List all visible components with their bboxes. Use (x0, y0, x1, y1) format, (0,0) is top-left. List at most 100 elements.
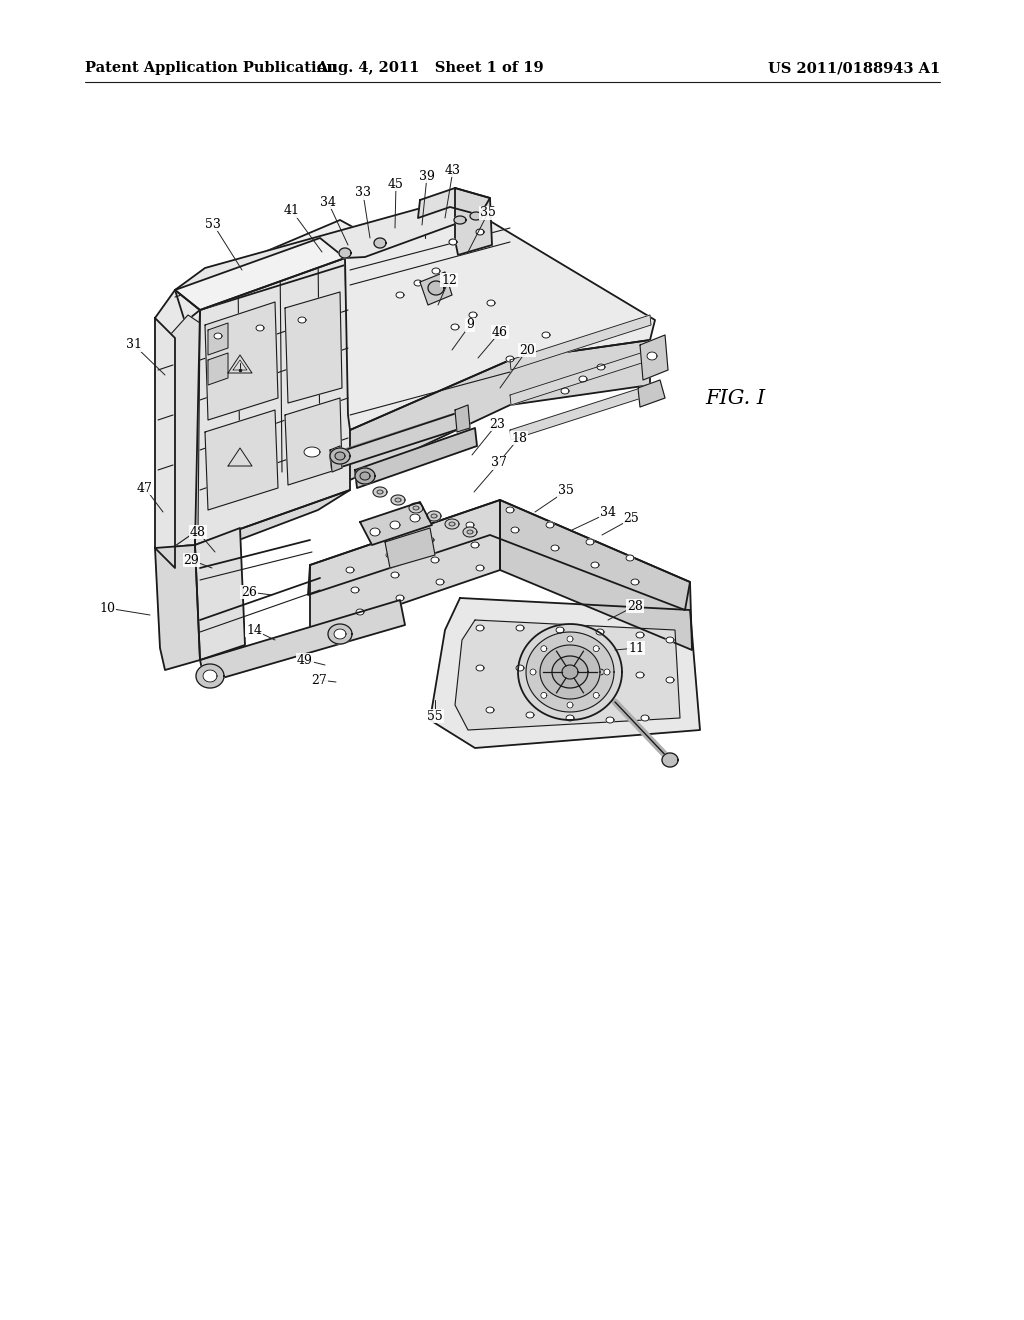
Polygon shape (345, 215, 655, 430)
Text: 34: 34 (600, 507, 616, 520)
Polygon shape (285, 292, 342, 403)
Polygon shape (370, 528, 380, 536)
Text: 14: 14 (246, 623, 262, 636)
Polygon shape (556, 667, 564, 673)
Polygon shape (546, 521, 554, 528)
Polygon shape (170, 315, 200, 548)
Polygon shape (373, 487, 387, 498)
Polygon shape (356, 609, 364, 615)
Polygon shape (636, 672, 644, 678)
Polygon shape (175, 238, 345, 310)
Text: 47: 47 (137, 482, 153, 495)
Polygon shape (636, 632, 644, 638)
Polygon shape (431, 513, 437, 517)
Text: 33: 33 (355, 186, 371, 199)
Polygon shape (390, 521, 400, 529)
Polygon shape (510, 315, 651, 370)
Polygon shape (195, 528, 245, 660)
Polygon shape (530, 669, 536, 675)
Polygon shape (540, 645, 600, 700)
Polygon shape (506, 356, 514, 362)
Polygon shape (542, 333, 550, 338)
Polygon shape (285, 399, 342, 484)
Polygon shape (641, 715, 649, 721)
Polygon shape (666, 638, 674, 643)
Text: 23: 23 (489, 417, 505, 430)
Polygon shape (470, 213, 482, 220)
Text: 46: 46 (492, 326, 508, 338)
Polygon shape (431, 557, 439, 564)
Polygon shape (427, 511, 441, 521)
Text: 29: 29 (183, 553, 199, 566)
Polygon shape (418, 187, 490, 218)
Text: Aug. 4, 2011   Sheet 1 of 19: Aug. 4, 2011 Sheet 1 of 19 (316, 61, 544, 75)
Text: 39: 39 (419, 169, 435, 182)
Polygon shape (175, 201, 480, 310)
Polygon shape (330, 412, 462, 470)
Polygon shape (205, 302, 278, 420)
Polygon shape (449, 521, 455, 525)
Polygon shape (208, 352, 228, 385)
Text: 26: 26 (241, 586, 257, 598)
Text: 49: 49 (297, 653, 313, 667)
Polygon shape (298, 317, 306, 323)
Polygon shape (396, 595, 404, 601)
Polygon shape (516, 665, 524, 671)
Polygon shape (562, 665, 578, 678)
Polygon shape (304, 447, 319, 457)
Polygon shape (586, 539, 594, 545)
Polygon shape (374, 238, 386, 248)
Polygon shape (455, 620, 680, 730)
Polygon shape (310, 500, 500, 635)
Polygon shape (638, 380, 665, 407)
Polygon shape (330, 446, 342, 473)
Polygon shape (593, 645, 599, 652)
Text: 18: 18 (511, 432, 527, 445)
Polygon shape (409, 503, 423, 513)
Polygon shape (597, 364, 605, 370)
Polygon shape (631, 579, 639, 585)
Text: Patent Application Publication: Patent Application Publication (85, 61, 337, 75)
Text: 45: 45 (388, 177, 403, 190)
Polygon shape (449, 239, 457, 246)
Polygon shape (662, 752, 678, 767)
Polygon shape (360, 473, 370, 480)
Text: 48: 48 (190, 525, 206, 539)
Polygon shape (524, 345, 532, 350)
Polygon shape (386, 552, 394, 558)
Polygon shape (350, 341, 650, 480)
Text: US 2011/0188943 A1: US 2011/0188943 A1 (768, 61, 940, 75)
Polygon shape (455, 405, 470, 432)
Polygon shape (471, 543, 479, 548)
Polygon shape (334, 630, 346, 639)
Polygon shape (640, 335, 668, 380)
Polygon shape (385, 528, 435, 568)
Polygon shape (155, 318, 175, 568)
Polygon shape (516, 624, 524, 631)
Polygon shape (666, 677, 674, 682)
Text: 43: 43 (445, 164, 461, 177)
Polygon shape (414, 280, 422, 286)
Polygon shape (561, 388, 569, 393)
Polygon shape (346, 568, 354, 573)
Text: 9: 9 (466, 318, 474, 331)
Polygon shape (256, 325, 264, 331)
Polygon shape (328, 624, 352, 644)
Polygon shape (335, 451, 345, 459)
Polygon shape (596, 630, 604, 635)
Polygon shape (396, 292, 404, 298)
Polygon shape (205, 411, 278, 510)
Polygon shape (511, 527, 519, 533)
Text: 37: 37 (492, 457, 507, 470)
Polygon shape (487, 300, 495, 306)
Polygon shape (455, 187, 492, 255)
Polygon shape (551, 545, 559, 550)
Polygon shape (476, 565, 484, 572)
Polygon shape (467, 531, 473, 535)
Polygon shape (200, 601, 406, 682)
Polygon shape (355, 469, 375, 484)
Polygon shape (500, 500, 692, 649)
Polygon shape (591, 562, 599, 568)
Text: 41: 41 (284, 205, 300, 218)
Text: 10: 10 (99, 602, 115, 615)
